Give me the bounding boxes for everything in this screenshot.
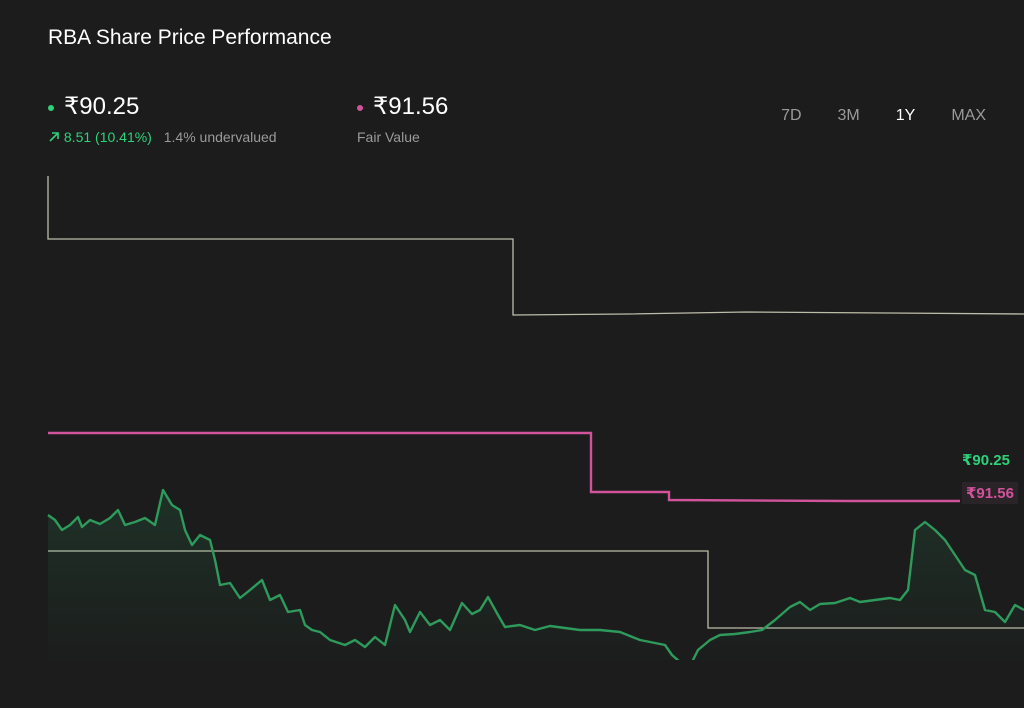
price-line	[47, 488, 1024, 660]
price-sub: 8.51 (10.41%) 1.4% undervalued	[48, 129, 277, 145]
range-button[interactable]: 7D	[781, 107, 802, 124]
fair-value: ₹91.56	[373, 93, 449, 120]
price-tag: ₹90.25	[958, 449, 1014, 471]
price-change: 8.51 (10.41%)	[63, 129, 152, 145]
range-button[interactable]: 1Y	[895, 107, 916, 124]
price-value: ₹90.25	[64, 93, 140, 120]
range-button[interactable]: MAX	[951, 107, 986, 124]
fair-dot	[357, 104, 363, 111]
price-block: ₹90.25 8.51 (10.41%) 1.4% undervalued	[48, 92, 277, 145]
valuation-note: 1.4% undervalued	[163, 129, 277, 145]
fair-value-label: Fair Value	[357, 129, 420, 145]
chart	[47, 176, 1024, 660]
price-dot	[48, 104, 54, 111]
range-button[interactable]: 3M	[837, 107, 860, 124]
title: RBA Share Price Performance	[48, 26, 332, 49]
fair-value-tag: ₹91.56	[962, 482, 1018, 504]
fair-value-row: ₹91.56	[357, 92, 448, 121]
upper-band	[47, 176, 1024, 316]
fair-value-line	[48, 431, 960, 503]
range-selector: 7D 3M 1Y MAX	[763, 107, 1004, 125]
up-arrow	[49, 132, 59, 142]
price-area	[48, 490, 1024, 660]
fair-value-block: ₹91.56 Fair Value	[357, 92, 448, 145]
price-row: ₹90.25	[48, 92, 277, 121]
